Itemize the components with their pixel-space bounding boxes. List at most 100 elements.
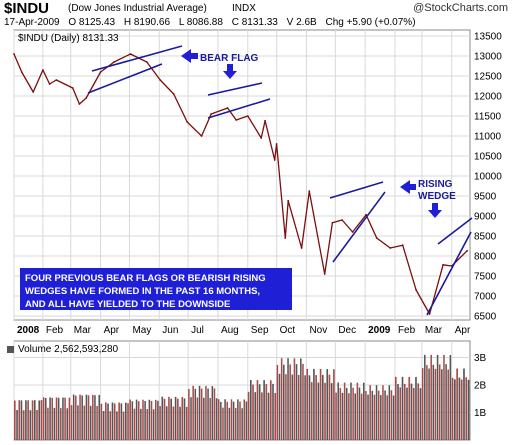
volume-bar (92, 394, 94, 440)
volume-bar (371, 390, 374, 440)
volume-bar (419, 388, 422, 440)
volume-bar (234, 408, 237, 440)
header-brand[interactable]: @StockCharts.com (413, 2, 508, 14)
volume-bar (348, 393, 350, 440)
date-tick-label: May (132, 325, 151, 336)
volume-bar (390, 390, 393, 440)
date-tick-label: Dec (338, 325, 356, 336)
volume-bar (380, 395, 382, 440)
price-tick-label: 12500 (474, 72, 502, 83)
volume-bar (177, 398, 179, 440)
volume-bar (293, 358, 296, 440)
volume-bar (49, 397, 51, 440)
volume-bar (388, 385, 391, 440)
bear-flag-label: BEAR FLAG (200, 53, 259, 64)
volume-tick-label: 2B (474, 381, 487, 392)
volume-bar (33, 400, 36, 440)
volume-bar (109, 411, 112, 440)
volume-bar (196, 397, 199, 440)
volume-bar (224, 399, 226, 440)
price-point (308, 190, 311, 193)
price-tick-label: 11500 (474, 112, 502, 123)
volume-bar (287, 358, 289, 440)
volume-bar (146, 409, 149, 440)
volume-bar (170, 398, 172, 440)
rising-wedge-label-1: RISING (418, 179, 453, 190)
volume-bar (289, 364, 291, 440)
date-x-axis: 2008 Feb Mar Apr May Jun Jul Aug Sep Oct Nov Dec 200… (17, 325, 471, 336)
quote-low: L 8086.88 (178, 17, 223, 28)
price-point (210, 113, 213, 115)
volume-bar (79, 394, 81, 440)
volume-bar (313, 368, 315, 440)
flag2-lower (207, 98, 271, 119)
volume-bar (352, 387, 354, 440)
volume-bar (157, 400, 159, 440)
price-point (246, 115, 249, 117)
price-tick-label: 13000 (474, 52, 502, 63)
volume-bar (122, 411, 125, 440)
volume-bar (384, 390, 386, 440)
date-tick-label: Apr (104, 325, 120, 336)
price-point (42, 69, 44, 71)
date-tick-label: Oct (280, 325, 296, 336)
volume-bar (155, 399, 157, 440)
volume-bar (96, 406, 98, 440)
wedge3-lower (332, 191, 386, 263)
volume-bar (62, 397, 64, 440)
volume-bar (397, 384, 399, 440)
volume-bar (120, 403, 123, 440)
volume-bar (454, 379, 456, 440)
volume-bar (102, 411, 105, 440)
price-point (186, 121, 189, 123)
volume-bar (203, 397, 205, 440)
volume-bar (373, 394, 376, 440)
price-point (275, 143, 278, 145)
volume-bar (265, 384, 268, 440)
volume-bar (322, 374, 324, 440)
price-point (401, 244, 404, 247)
price-tick-label: 9500 (474, 192, 497, 203)
volume-bar (165, 406, 168, 440)
volume-bar (72, 394, 75, 440)
volume-bar (168, 396, 170, 440)
volume-bar (430, 354, 432, 440)
volume-bar (274, 392, 277, 440)
volume-bar (434, 368, 437, 440)
flag1-lower (87, 63, 163, 94)
note-line-2: WEDGES HAVE FORMED IN THE PAST 16 MONTHS… (25, 286, 260, 297)
volume-bar (207, 388, 209, 440)
volume-bar (256, 380, 259, 440)
volume-bar (16, 410, 18, 440)
volume-bar (213, 388, 216, 440)
price-point (159, 79, 162, 81)
volume-bar (343, 382, 346, 440)
price-point (323, 273, 326, 275)
volume-bar (333, 369, 335, 440)
price-point (13, 53, 15, 55)
volume-bar (222, 407, 224, 440)
arrow-down-bear-flag (223, 64, 237, 79)
price-tick-label: 7000 (474, 292, 497, 303)
volume-bar (272, 383, 274, 440)
volume-bar (232, 401, 235, 440)
price-point (85, 97, 88, 99)
volume-bar (300, 358, 302, 440)
date-tick-label: Feb (398, 325, 416, 336)
price-point (389, 247, 392, 249)
volume-bar (382, 385, 384, 440)
volume-bar (237, 399, 239, 440)
volume-bar (467, 379, 470, 440)
volume-bar (341, 392, 344, 440)
volume-bar (183, 398, 186, 440)
volume-bar (31, 400, 34, 440)
volume-bar (205, 385, 207, 440)
volume-bar (401, 376, 404, 440)
flag1-upper (91, 45, 183, 72)
volume-bar (306, 368, 309, 440)
volume-bar (249, 380, 252, 440)
volume-bar (241, 408, 243, 440)
volume-bar (337, 382, 339, 440)
volume-bar (194, 388, 197, 440)
volume-bar (445, 364, 447, 440)
